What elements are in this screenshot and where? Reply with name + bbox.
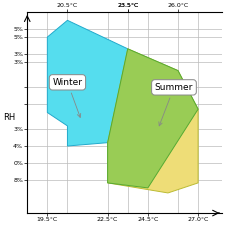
Polygon shape (108, 49, 198, 188)
Polygon shape (47, 20, 128, 146)
Y-axis label: RH: RH (3, 112, 15, 122)
Text: Winter: Winter (52, 78, 82, 117)
Polygon shape (108, 49, 198, 193)
Text: Summer: Summer (155, 83, 193, 126)
